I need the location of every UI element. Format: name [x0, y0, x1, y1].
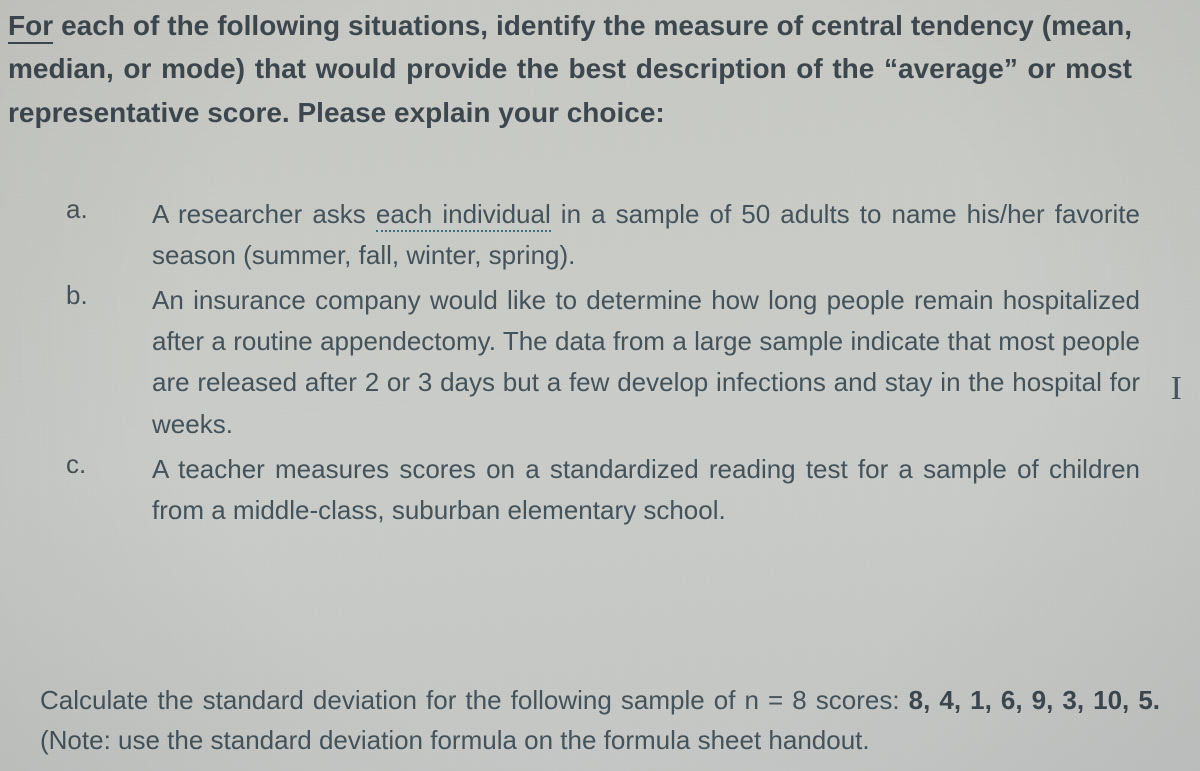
question-stem: For each of the following situations, id…: [8, 4, 1160, 134]
item-b: b. An insurance company would like to de…: [66, 280, 1142, 444]
item-text: An insurance company would like to deter…: [152, 280, 1142, 444]
item-text: A researcher asks each individual in a s…: [152, 194, 1142, 276]
item-label: b.: [66, 280, 152, 311]
sd-line1-bold: 8, 4,: [909, 685, 961, 715]
item-a-pre: A researcher asks: [152, 199, 376, 229]
stem-underlined-word: For: [8, 10, 53, 44]
sd-line2-plain: (Note: use the standard deviation formul…: [40, 725, 870, 755]
stem-rest: each of the following situations, identi…: [8, 10, 1132, 128]
item-a-dotted: each individual: [376, 199, 551, 232]
item-c-text: A teacher measures scores on a standardi…: [152, 454, 1140, 525]
item-label: a.: [66, 194, 152, 225]
item-b-text: An insurance company would like to deter…: [152, 285, 1140, 438]
item-label: c.: [66, 449, 152, 480]
item-c: c. A teacher measures scores on a standa…: [66, 449, 1142, 531]
sd-line1-plain: Calculate the standard deviation for the…: [40, 685, 909, 715]
text-cursor-icon: I: [1171, 370, 1182, 408]
item-text: A teacher measures scores on a standardi…: [152, 449, 1142, 531]
item-a: a. A researcher asks each individual in …: [66, 194, 1142, 276]
answer-items: a. A researcher asks each individual in …: [8, 194, 1160, 531]
sd-line2-bold: 1, 6, 9, 3, 10, 5.: [970, 685, 1160, 715]
standard-deviation-question: Calculate the standard deviation for the…: [40, 680, 1160, 761]
